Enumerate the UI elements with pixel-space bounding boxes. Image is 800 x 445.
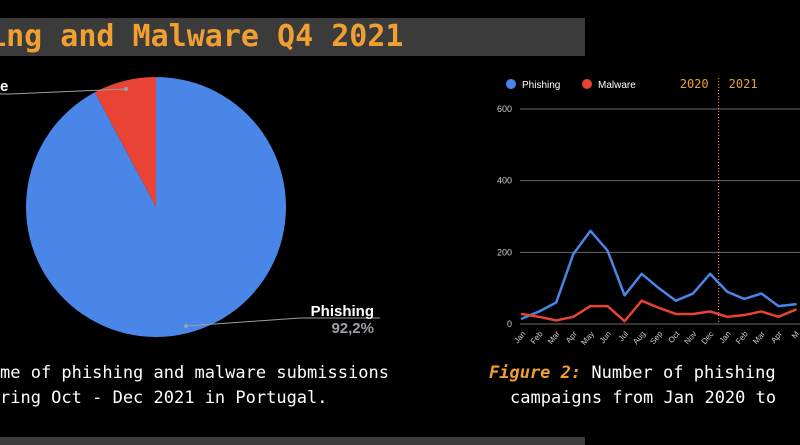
legend-label-phishing: Phishing: [522, 80, 560, 91]
pie-slice-malware: [94, 77, 156, 207]
fig2-caption-line2: campaigns from Jan 2020 to: [510, 388, 777, 408]
series-line-malware: [520, 299, 797, 323]
x-tick-label: Jan: [718, 330, 733, 346]
x-tick-label: Feb: [734, 329, 750, 346]
fig2-caption-line1: Figure 2: Number of phishing: [489, 363, 776, 383]
x-tick-label: M: [790, 329, 800, 340]
legend-label-malware: Malware: [598, 80, 636, 91]
fig1-caption-line1: me of phishing and malware submissions: [0, 363, 389, 383]
legend-marker-malware: [582, 79, 592, 89]
x-tick-label: Mar: [546, 329, 562, 346]
legend-marker-phishing: [506, 79, 516, 89]
x-tick-label: Jul: [617, 329, 631, 343]
x-tick-label: Jan: [512, 330, 527, 346]
x-tick-label: Aug: [631, 330, 647, 347]
pie-slice-phishing: [25, 77, 286, 337]
x-tick-label: Apr: [769, 329, 784, 345]
malware-label: e: [0, 78, 8, 95]
x-tick-label: May: [579, 330, 596, 347]
x-tick-label: Feb: [529, 329, 545, 346]
fig1-caption-line2: ring Oct - Dec 2021 in Portugal.: [0, 388, 328, 408]
page-title: hing and Malware Q4 2021: [0, 19, 404, 54]
x-tick-label: Nov: [682, 330, 698, 347]
x-tick-label: Mar: [751, 329, 767, 346]
y-tick-label: 600: [497, 104, 512, 114]
phishing-value-label: 92,2%: [331, 320, 374, 337]
fig2-caption-label: Figure 2:: [489, 363, 582, 383]
y-tick-label: 0: [507, 319, 512, 329]
x-tick-label: Oct: [667, 329, 682, 345]
fig2-caption-text: Number of phishing: [581, 363, 776, 383]
x-tick-label: Jun: [598, 330, 613, 346]
x-tick-label: Sep: [648, 329, 664, 346]
malware-leader-line: [0, 88, 127, 95]
year-label-2020: 2020: [680, 77, 709, 91]
phishing-label: Phishing: [311, 303, 374, 320]
phishing-leader-line: [185, 317, 380, 327]
x-tick-label: Dec: [700, 330, 716, 347]
title-bar: hing and Malware Q4 2021: [0, 18, 585, 56]
year-label-2021: 2021: [729, 77, 758, 91]
y-tick-label: 200: [497, 247, 512, 257]
x-tick-label: Apr: [564, 329, 579, 345]
series-line-phishing: [520, 229, 797, 320]
bottom-bar: [0, 437, 585, 445]
y-tick-label: 400: [497, 176, 512, 186]
